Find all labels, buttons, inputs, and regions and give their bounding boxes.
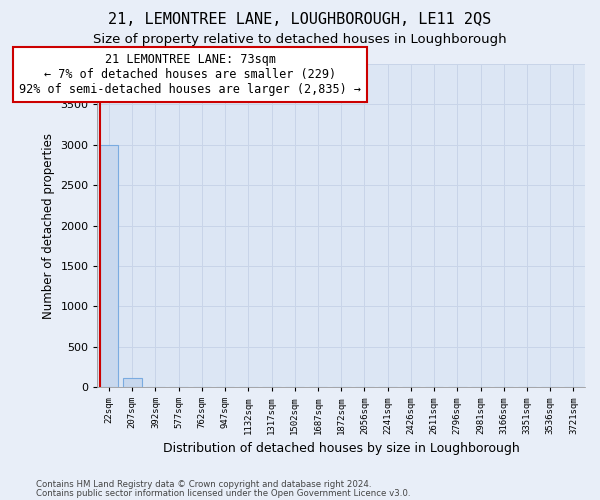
Text: Size of property relative to detached houses in Loughborough: Size of property relative to detached ho… [93,32,507,46]
Text: Contains public sector information licensed under the Open Government Licence v3: Contains public sector information licen… [36,488,410,498]
Bar [100,144,118,387]
Bar [123,378,142,387]
Y-axis label: Number of detached properties: Number of detached properties [42,132,55,318]
Text: 21, LEMONTREE LANE, LOUGHBOROUGH, LE11 2QS: 21, LEMONTREE LANE, LOUGHBOROUGH, LE11 2… [109,12,491,28]
Text: Contains HM Land Registry data © Crown copyright and database right 2024.: Contains HM Land Registry data © Crown c… [36,480,371,489]
Text: 21 LEMONTREE LANE: 73sqm
← 7% of detached houses are smaller (229)
92% of semi-d: 21 LEMONTREE LANE: 73sqm ← 7% of detache… [19,53,361,96]
X-axis label: Distribution of detached houses by size in Loughborough: Distribution of detached houses by size … [163,442,520,455]
